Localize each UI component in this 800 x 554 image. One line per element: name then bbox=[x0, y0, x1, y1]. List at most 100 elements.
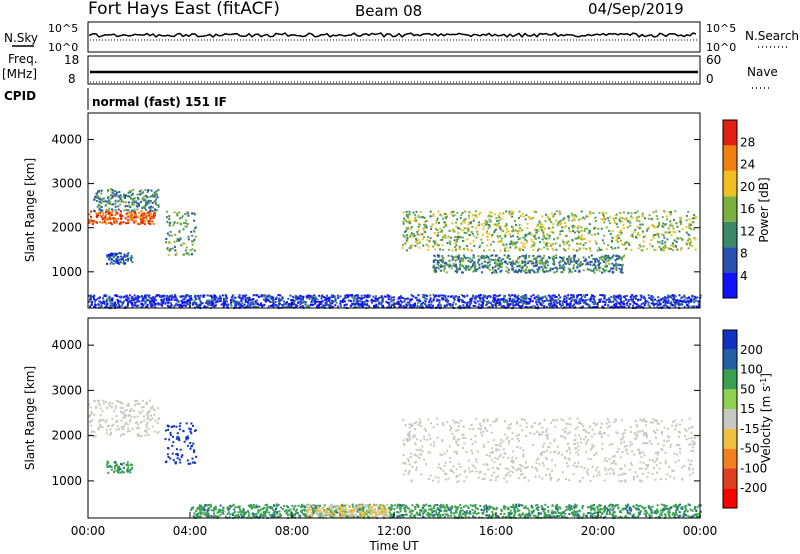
heatmap-cell bbox=[287, 506, 290, 509]
heatmap-cell bbox=[133, 221, 136, 224]
heatmap-cell bbox=[552, 222, 555, 225]
heatmap-cell bbox=[565, 299, 568, 302]
heatmap-cell bbox=[533, 270, 536, 273]
heatmap-cell bbox=[569, 306, 572, 309]
heatmap-cell bbox=[547, 256, 550, 259]
heatmap-cell bbox=[191, 248, 194, 251]
heatmap-cell bbox=[688, 300, 691, 303]
cpid-value: normal (fast) 151 IF bbox=[92, 95, 227, 109]
heatmap-cell bbox=[444, 264, 447, 267]
heatmap-cell bbox=[478, 213, 480, 216]
heatmap-cell bbox=[559, 256, 562, 259]
heatmap-cell bbox=[610, 267, 613, 270]
heatmap-cell bbox=[173, 240, 176, 243]
heatmap-cell bbox=[420, 302, 423, 305]
heatmap-cell bbox=[143, 205, 146, 208]
heatmap-cell bbox=[445, 271, 448, 274]
heatmap-cell bbox=[581, 295, 584, 298]
heatmap-cell bbox=[666, 231, 668, 234]
heatmap-cell bbox=[558, 220, 561, 223]
heatmap-cell bbox=[202, 294, 205, 297]
heatmap-cell bbox=[536, 268, 539, 271]
heatmap-cell bbox=[135, 427, 138, 430]
heatmap-cell bbox=[111, 196, 114, 199]
heatmap-cell bbox=[120, 471, 123, 474]
heatmap-cell bbox=[129, 301, 132, 304]
heatmap-cell bbox=[439, 269, 442, 272]
heatmap-cell bbox=[102, 197, 105, 200]
heatmap-cell bbox=[677, 237, 680, 240]
heatmap-cell bbox=[405, 239, 408, 242]
heatmap-cell bbox=[584, 242, 587, 245]
heatmap-cell bbox=[173, 221, 176, 224]
heatmap-cell bbox=[535, 256, 538, 259]
heatmap-cell bbox=[552, 259, 555, 262]
heatmap-cell bbox=[135, 301, 138, 304]
heatmap-cell bbox=[476, 224, 479, 227]
heatmap-cell bbox=[247, 302, 250, 305]
heatmap-cell bbox=[631, 216, 634, 219]
heatmap-cell bbox=[505, 266, 508, 269]
heatmap-cell bbox=[506, 263, 509, 265]
heatmap-cell bbox=[185, 422, 188, 425]
heatmap-cell bbox=[548, 306, 551, 308]
heatmap-cell bbox=[458, 266, 461, 269]
heatmap-cell bbox=[418, 223, 421, 226]
heatmap-cell bbox=[485, 232, 488, 235]
heatmap-cell bbox=[187, 235, 190, 238]
heatmap-cell bbox=[168, 224, 171, 227]
heatmap-cell bbox=[512, 304, 515, 307]
heatmap-cell bbox=[406, 237, 409, 239]
heatmap-cell bbox=[583, 217, 586, 220]
power-ylabel: Slant Range [km] bbox=[23, 158, 37, 262]
heatmap-cell bbox=[148, 212, 151, 215]
heatmap-cell bbox=[92, 298, 95, 301]
heatmap-cell bbox=[424, 231, 427, 233]
heatmap-cell bbox=[94, 306, 97, 309]
heatmap-cell bbox=[145, 217, 148, 220]
heatmap-cell bbox=[259, 303, 262, 306]
heatmap-cell bbox=[621, 256, 624, 259]
heatmap-cell bbox=[456, 218, 459, 221]
heatmap-cell bbox=[242, 295, 245, 298]
heatmap-cell bbox=[126, 461, 129, 464]
heatmap-cell bbox=[610, 239, 613, 242]
heatmap-cell bbox=[644, 235, 647, 238]
heatmap-cell bbox=[538, 298, 541, 301]
heatmap-cell bbox=[408, 302, 411, 305]
heatmap-cell bbox=[478, 258, 481, 261]
heatmap-cell bbox=[350, 300, 353, 303]
heatmap-cell bbox=[368, 295, 371, 298]
colorbar-tick-label: 16 bbox=[740, 202, 755, 216]
heatmap-cell bbox=[119, 194, 122, 197]
heatmap-cell bbox=[124, 298, 127, 301]
heatmap-cell bbox=[635, 294, 638, 297]
heatmap-cell bbox=[530, 238, 533, 241]
heatmap-cell bbox=[601, 255, 604, 258]
heatmap-cell bbox=[469, 242, 472, 245]
heatmap-cell bbox=[692, 295, 695, 298]
heatmap-cell bbox=[664, 231, 667, 234]
heatmap-cell bbox=[177, 301, 180, 304]
heatmap-cell bbox=[409, 247, 412, 249]
heatmap-cell bbox=[618, 218, 621, 221]
heatmap-cell bbox=[578, 236, 580, 239]
heatmap-cell bbox=[238, 296, 241, 299]
heatmap-cell bbox=[445, 298, 448, 301]
heatmap-cell bbox=[464, 218, 467, 221]
heatmap-cell bbox=[520, 241, 523, 244]
heatmap-cell bbox=[576, 249, 578, 252]
heatmap-cell bbox=[577, 235, 580, 238]
heatmap-cell bbox=[135, 205, 138, 207]
heatmap-cell bbox=[517, 294, 520, 297]
heatmap-cell bbox=[402, 222, 405, 225]
heatmap-cell bbox=[418, 233, 421, 236]
heatmap-cell bbox=[643, 302, 646, 305]
heatmap-cell bbox=[594, 261, 597, 264]
heatmap-cell bbox=[106, 197, 109, 200]
heatmap-cell bbox=[279, 294, 282, 297]
heatmap-cell bbox=[132, 188, 135, 191]
heatmap-cell bbox=[121, 427, 124, 429]
heatmap-cell bbox=[241, 294, 244, 297]
heatmap-cell bbox=[151, 417, 154, 420]
